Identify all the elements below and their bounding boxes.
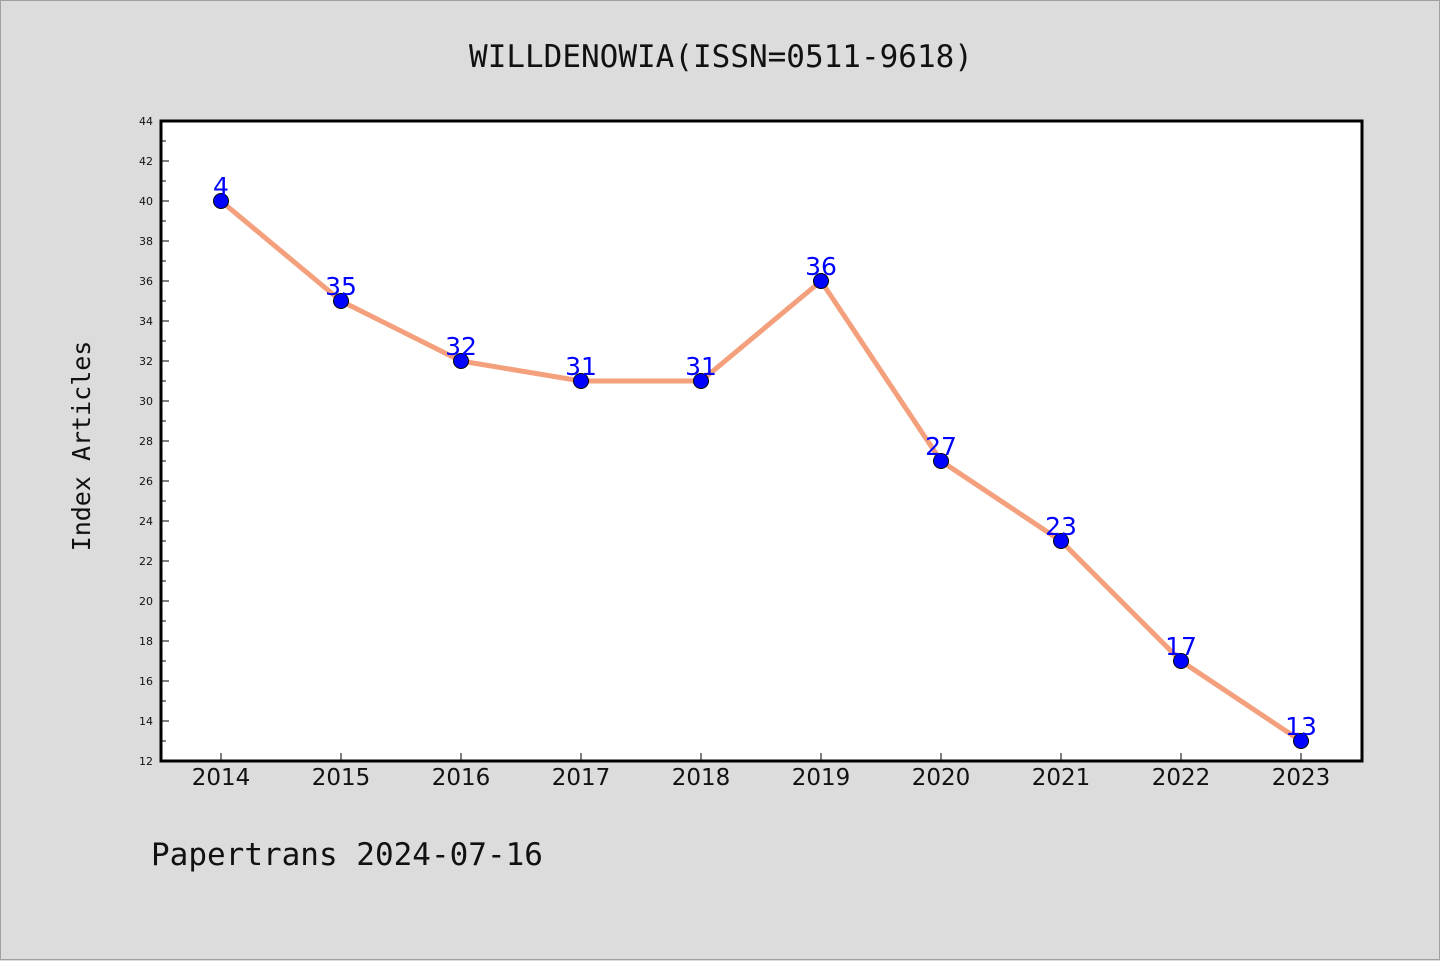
y-tick-label: 26 <box>139 475 153 488</box>
x-tick-label: 2015 <box>312 765 371 791</box>
data-labels: 4 35 32 31 31 36 27 23 17 13 <box>213 172 1317 741</box>
y-tick-label: 24 <box>139 515 153 528</box>
y-tick-label: 14 <box>139 715 153 728</box>
data-label: 36 <box>805 252 837 281</box>
footer-credit: Papertrans 2024-07-16 <box>151 837 543 873</box>
data-point <box>813 273 829 289</box>
data-point <box>453 353 469 369</box>
plot-area <box>159 119 1364 763</box>
data-point <box>573 373 589 389</box>
x-tick-label: 2022 <box>1152 765 1211 791</box>
data-point <box>1293 733 1309 749</box>
y-tick-label: 30 <box>139 395 153 408</box>
y-tick-label: 12 <box>139 755 153 768</box>
data-label: 31 <box>565 352 597 381</box>
x-tick-label: 2021 <box>1032 765 1091 791</box>
data-point <box>693 373 709 389</box>
data-point <box>1053 533 1069 549</box>
y-tick-label: 40 <box>139 195 153 208</box>
y-tick-label: 32 <box>139 355 153 368</box>
data-label: 27 <box>925 432 957 461</box>
y-tick-label: 38 <box>139 235 153 248</box>
data-point <box>933 453 949 469</box>
data-label: 13 <box>1285 712 1317 741</box>
y-axis-label: Index Articles <box>67 341 96 552</box>
data-label: 35 <box>325 272 357 301</box>
data-label: 17 <box>1165 632 1197 661</box>
x-tick-label: 2023 <box>1272 765 1331 791</box>
chart-title: WILLDENOWIA(ISSN=0511-9618) <box>469 39 973 75</box>
y-tick-label: 18 <box>139 635 153 648</box>
x-tick-label: 2017 <box>552 765 611 791</box>
data-point <box>213 193 229 209</box>
data-point <box>333 293 349 309</box>
y-tick-label: 36 <box>139 275 153 288</box>
y-tick-label: 44 <box>139 115 153 128</box>
data-markers <box>213 193 1309 749</box>
y-tick-label: 34 <box>139 315 153 328</box>
x-tick-label: 2020 <box>912 765 971 791</box>
series-line <box>218 198 1304 744</box>
data-point <box>1173 653 1189 669</box>
y-tick-label: 42 <box>139 155 153 168</box>
y-axis: 12 14 16 18 20 22 24 26 28 30 32 34 36 38 40 42 44 <box>139 115 169 768</box>
y-tick-label: 20 <box>139 595 153 608</box>
data-label: 31 <box>685 352 717 381</box>
x-tick-label: 2016 <box>432 765 491 791</box>
y-tick-label: 22 <box>139 555 153 568</box>
x-tick-label: 2014 <box>192 765 251 791</box>
data-label: 32 <box>445 332 477 361</box>
data-label: 4 <box>213 172 229 201</box>
y-tick-label: 28 <box>139 435 153 448</box>
x-tick-label: 2018 <box>672 765 731 791</box>
data-label: 23 <box>1045 512 1077 541</box>
x-axis: 2014 2015 2016 2017 2018 2019 2020 2021 2022 2023 <box>192 753 1331 791</box>
x-tick-label: 2019 <box>792 765 851 791</box>
y-tick-label: 16 <box>139 675 153 688</box>
